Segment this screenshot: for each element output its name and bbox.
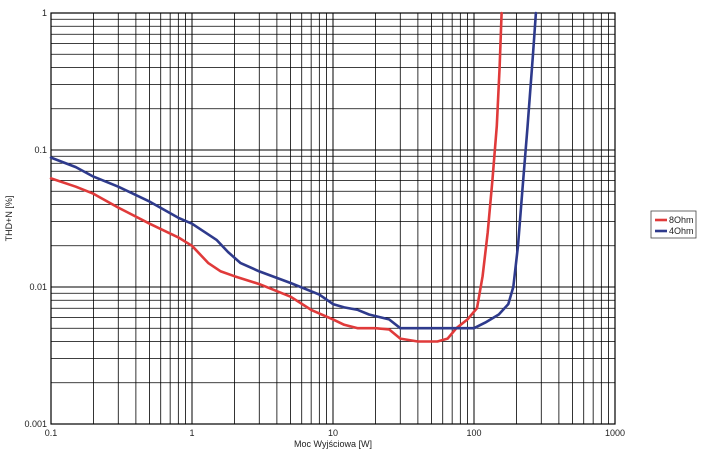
y-tick-label: 1 — [42, 8, 47, 18]
legend-box — [650, 210, 697, 239]
x-tick-label: 1000 — [605, 428, 625, 438]
plot-frame — [50, 12, 616, 425]
x-tick-label: 100 — [466, 428, 481, 438]
legend-label-8ohm: 8Ohm — [669, 215, 694, 225]
x-tick-label: 10 — [328, 428, 338, 438]
x-axis-label: Moc Wyjściowa [W] — [294, 439, 372, 449]
y-tick-label: 0.01 — [29, 282, 47, 292]
series-layer — [49, 11, 538, 343]
y-tick-label: 0.001 — [24, 419, 47, 429]
y-tick-label: 0.1 — [34, 145, 47, 155]
series-line-4ohm — [49, 11, 538, 330]
x-tick-label: 0.1 — [45, 428, 58, 438]
y-axis-label: THD+N [%] — [4, 196, 14, 242]
x-tick-label: 1 — [189, 428, 194, 438]
legend-label-4ohm: 4Ohm — [669, 226, 694, 236]
series-line-8ohm — [49, 11, 503, 343]
tick-labels: 0.1 1 10 100 1000 1 0.1 0.01 0.001 — [24, 8, 625, 438]
